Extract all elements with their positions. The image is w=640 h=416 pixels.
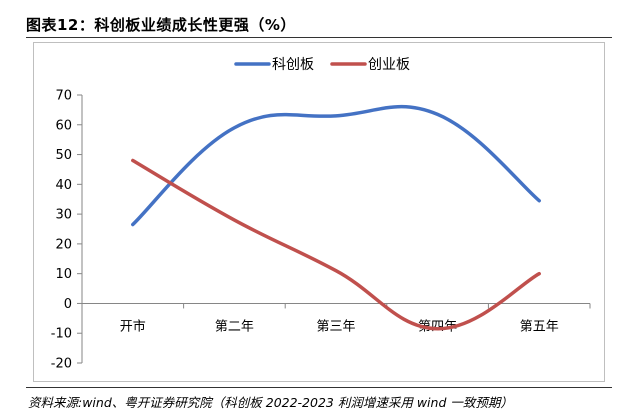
chart-frame: [33, 42, 605, 382]
y-tick-label: 60: [55, 118, 72, 133]
x-tick-label: 第三年: [316, 319, 355, 334]
y-tick-label: 10: [55, 267, 72, 282]
y-tick-label: 40: [55, 178, 72, 193]
top-rule: [26, 37, 612, 38]
legend-label-2: 创业板: [368, 57, 410, 73]
y-tick-label: -20: [51, 357, 72, 372]
chart-title: 图表12：科创板业绩成长性更强（%）: [26, 16, 296, 34]
legend: 科创板 创业板: [234, 57, 410, 73]
x-tick-label: 开市: [120, 318, 146, 334]
y-tick-label: 20: [55, 237, 72, 252]
x-tick-label: 第四年: [418, 319, 457, 334]
legend-label-1: 科创板: [272, 57, 314, 73]
y-tick-label: 70: [55, 89, 72, 104]
axes: 70 60 50 40 30 20 10 0 -10 -20 开市 第二年 第三年 第四年 第五年: [51, 89, 591, 372]
bottom-rule: [26, 387, 612, 388]
series-lines: [131, 104, 541, 331]
series-line-1: [131, 104, 541, 227]
y-tick-label: 0: [64, 297, 72, 312]
x-tick-label: 第二年: [215, 319, 254, 334]
source-note: 资料来源:wind、粤开证券研究院（科创板 2022-2023 利润增速采用 w…: [28, 395, 513, 410]
y-tick-label: 50: [55, 148, 72, 163]
y-tick-label: -10: [51, 327, 72, 342]
series-line-2: [131, 158, 541, 331]
y-tick-label: 30: [55, 208, 72, 223]
x-tick-label: 第五年: [520, 319, 559, 334]
